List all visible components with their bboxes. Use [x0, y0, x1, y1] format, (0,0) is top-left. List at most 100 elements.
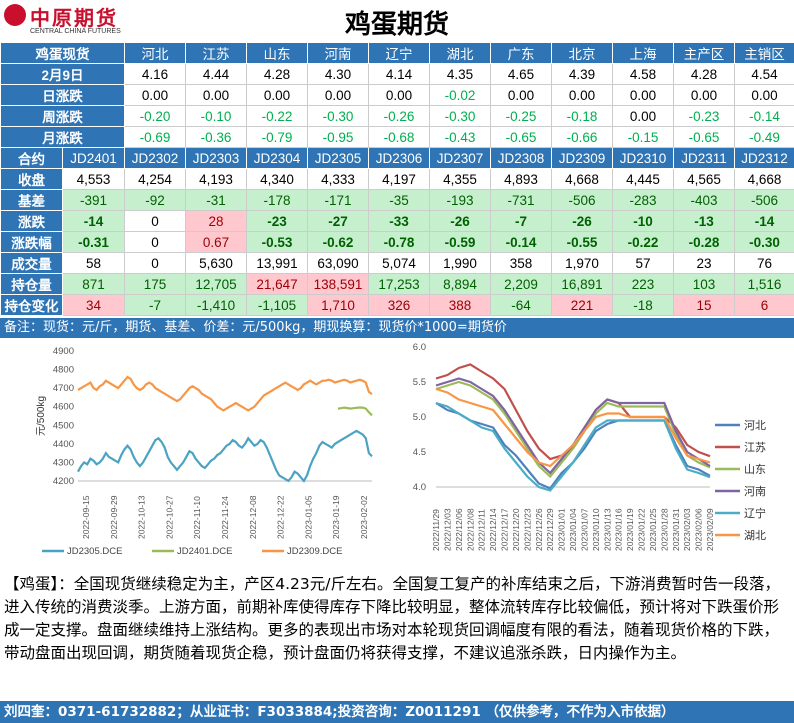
- futures-cell: -7: [124, 294, 186, 316]
- spot-cell: 4.30: [307, 63, 369, 85]
- x-tick-label: 2022-10-13: [137, 495, 147, 539]
- futures-cell: -506: [551, 189, 613, 211]
- spot-row-label: 日涨跌: [0, 84, 125, 106]
- spot-cell: -0.02: [429, 84, 491, 106]
- x-tick-label: 2022/12/08: [465, 508, 475, 551]
- futures-cell: -1,105: [246, 294, 308, 316]
- logo-en-text: CENTRAL CHINA FUTURES: [30, 28, 121, 35]
- spot-row: 周涨跌 -0.20 -0.10 -0.22 -0.30 -0.26 -0.30 -0.25 -0…: [0, 105, 794, 127]
- spot-cell: 0.00: [490, 84, 552, 106]
- spot-cell: -0.15: [612, 126, 674, 148]
- region-header: 主产区: [673, 42, 735, 64]
- futures-cell: -0.59: [429, 231, 491, 253]
- x-tick-label: 2022-11-10: [192, 496, 202, 539]
- legend-label: 河北: [744, 419, 766, 432]
- futures-row-label: 持仓量: [0, 273, 63, 295]
- futures-cell: 103: [673, 273, 735, 295]
- futures-cell: 58: [62, 252, 125, 274]
- futures-row-label: 基差: [0, 189, 63, 211]
- x-tick-label: 2022/12/11: [477, 509, 487, 551]
- x-tick-label: 2022-09-29: [109, 495, 119, 539]
- futures-cell: 28: [185, 210, 247, 232]
- spot-cell: -0.36: [185, 126, 247, 148]
- futures-row: 成交量 58 0 5,630 13,991 63,090 5,074 1,990 358 1,97…: [0, 252, 794, 274]
- futures-cell: 1,990: [429, 252, 491, 274]
- y-tick-label: 4400: [53, 439, 74, 450]
- x-tick-label: 2023-01-05: [303, 495, 313, 539]
- futures-cell: -0.28: [673, 231, 735, 253]
- futures-cell: -31: [185, 189, 247, 211]
- futures-cell: 0: [124, 231, 186, 253]
- spot-cell: 0.00: [307, 84, 369, 106]
- x-tick-label: 2022/12/17: [500, 508, 510, 551]
- legend-label: 河南: [744, 485, 766, 498]
- contract-header: JD2308: [490, 147, 552, 169]
- x-tick-label: 2023-01-19: [331, 495, 341, 539]
- region-header: 河南: [307, 42, 369, 64]
- spot-cell: 4.58: [612, 63, 674, 85]
- futures-cell: -283: [612, 189, 674, 211]
- y-tick-label: 5.0: [413, 412, 426, 423]
- region-header: 辽宁: [368, 42, 430, 64]
- series-line-辽宁: [435, 401, 711, 492]
- spot-cell: 4.28: [673, 63, 735, 85]
- x-tick-label: 2023/01/25: [648, 508, 658, 551]
- futures-cell: 6: [734, 294, 794, 316]
- contract-header: JD2311: [673, 147, 735, 169]
- contract-header: JD2303: [185, 147, 247, 169]
- y-tick-label: 4900: [53, 346, 74, 357]
- futures-cell: 0.67: [185, 231, 247, 253]
- futures-cell: -10: [612, 210, 674, 232]
- spot-row: 月涨跌 -0.69 -0.36 -0.79 -0.95 -0.68 -0.43 -0.65 -0…: [0, 126, 794, 148]
- spot-cell: 4.39: [551, 63, 613, 85]
- futures-cell: -14: [734, 210, 794, 232]
- futures-cell: 4,553: [62, 168, 125, 190]
- futures-cell: 63,090: [307, 252, 369, 274]
- spot-cell: 4.44: [185, 63, 247, 85]
- futures-cell: -178: [246, 189, 308, 211]
- futures-row-label: 涨跌幅: [0, 231, 63, 253]
- spot-cell: 0.00: [673, 84, 735, 106]
- futures-cell: 5,630: [185, 252, 247, 274]
- futures-cell: -193: [429, 189, 491, 211]
- x-tick-label: 2023/01/13: [602, 508, 612, 551]
- futures-row-label: 成交量: [0, 252, 63, 274]
- spot-cell: 4.16: [124, 63, 186, 85]
- futures-row: 持仓量 871 175 12,705 21,647 138,591 17,253 8,894 2…: [0, 273, 794, 295]
- spot-cell: -0.43: [429, 126, 491, 148]
- futures-cell: 1,516: [734, 273, 794, 295]
- region-header: 主销区: [734, 42, 794, 64]
- legend-label: 江苏: [744, 441, 766, 454]
- y-tick-label: 4700: [53, 383, 74, 394]
- futures-cell: 4,197: [368, 168, 430, 190]
- futures-cell: -1,410: [185, 294, 247, 316]
- spot-row: 2月9日 4.16 4.44 4.28 4.30 4.14 4.35 4.65 4.39 4.58…: [0, 63, 794, 85]
- x-tick-label: 2022/12/23: [522, 508, 532, 551]
- contract-header: JD2310: [612, 147, 674, 169]
- spot-cell: -0.65: [490, 126, 552, 148]
- futures-row-label: 涨跌: [0, 210, 63, 232]
- spot-cell: -0.30: [429, 105, 491, 127]
- series-line-湖北: [435, 387, 711, 468]
- x-tick-label: 2022/12/06: [454, 508, 464, 551]
- x-tick-label: 2023/01/01: [557, 508, 567, 551]
- futures-cell: 1,710: [307, 294, 369, 316]
- futures-cell: 57: [612, 252, 674, 274]
- x-tick-label: 2022/12/29: [545, 508, 555, 551]
- spot-cell: 0.00: [612, 105, 674, 127]
- legend-label: 山东: [744, 463, 766, 476]
- futures-cell: 4,193: [185, 168, 247, 190]
- futures-cell: 16,891: [551, 273, 613, 295]
- futures-cell: -0.31: [62, 231, 125, 253]
- y-tick-label: 4300: [53, 457, 74, 468]
- legend-label: 湖北: [744, 529, 766, 542]
- futures-cell: 4,668: [734, 168, 794, 190]
- spot-header-row: 鸡蛋现货 河北 江苏 山东 河南 辽宁 湖北 广东 北京 上海 主产区 主销区: [0, 42, 794, 64]
- spot-row: 日涨跌 0.00 0.00 0.00 0.00 0.00 -0.02 0.00 0.00 0.00…: [0, 84, 794, 106]
- spot-cell: 0.00: [124, 84, 186, 106]
- futures-price-chart: 4200 4300 4400 4500 4600 4700 4800 4900 元/500kg 2…: [36, 346, 373, 557]
- futures-cell: -26: [551, 210, 613, 232]
- contract-header-row: 合约 JD2401 JD2302 JD2303 JD2304 JD2305 JD2306 JD…: [0, 147, 794, 169]
- x-tick-label: 2023/01/16: [614, 508, 624, 551]
- x-tick-label: 2022-12-22: [276, 495, 286, 539]
